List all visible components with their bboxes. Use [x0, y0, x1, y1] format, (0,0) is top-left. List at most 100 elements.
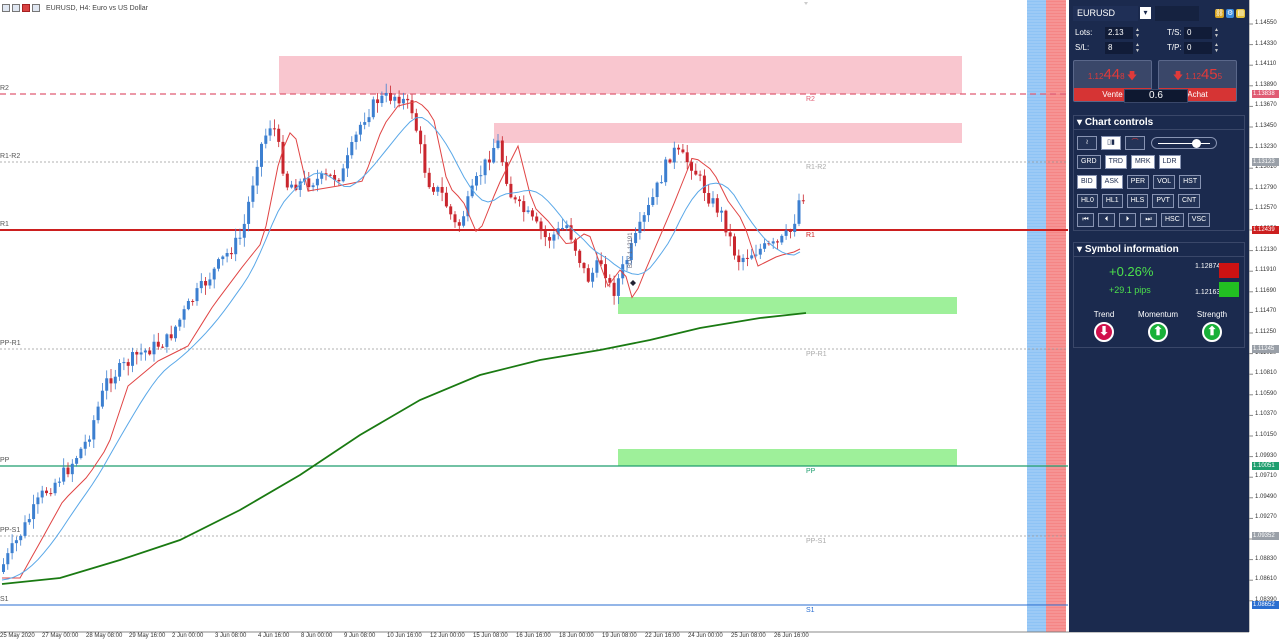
buy-price-prefix: 1.12 — [1185, 72, 1201, 81]
ts-input[interactable]: 0 — [1184, 26, 1212, 39]
candle-body — [195, 288, 199, 302]
candle-body — [561, 227, 564, 229]
trd-button[interactable]: TRD — [1104, 155, 1127, 169]
tp-input[interactable]: 0 — [1184, 41, 1212, 54]
candle-body — [776, 241, 779, 243]
ldr-button[interactable]: LDR — [1158, 155, 1181, 169]
per-button[interactable]: PER — [1126, 175, 1150, 189]
bid-button[interactable]: BID — [1077, 175, 1097, 189]
time-tick-label: 10 Jun 16:00 — [387, 633, 422, 639]
lots-stepper[interactable]: ▲ ▼ — [1135, 26, 1140, 39]
price-tick-label: 1.11250 — [1255, 329, 1277, 335]
price-tick-label: 1.13010 — [1255, 164, 1277, 171]
candle-body — [694, 170, 698, 175]
link-icon[interactable]: ⛓ — [1214, 8, 1224, 18]
hls-button[interactable]: HLS — [1126, 194, 1149, 208]
time-tick-label: 29 May 16:00 — [129, 633, 166, 639]
pvt-button[interactable]: PVT — [1152, 194, 1174, 208]
level-price-tag: 1.08652 — [1252, 601, 1279, 609]
candle-body — [629, 243, 633, 261]
grd-button[interactable]: GRD — [1077, 155, 1101, 169]
scroll-forward-button[interactable]: ⏵ — [1119, 213, 1136, 227]
line-chart-icon[interactable]: ≀ — [1077, 136, 1097, 150]
candle-body — [595, 260, 599, 273]
trade-marker-icon — [630, 280, 636, 286]
chart-trade-icon[interactable] — [22, 4, 30, 12]
time-tick-label: 9 Jun 08:00 — [344, 633, 376, 639]
zoom-slider[interactable] — [1151, 137, 1217, 149]
level-price-tag: 1.10051 — [1252, 462, 1279, 470]
tp-stepper[interactable]: ▲ ▼ — [1214, 41, 1219, 54]
candle-body — [642, 215, 646, 222]
level-price-tag: 1.12439 — [1252, 226, 1279, 234]
candle-body — [169, 334, 173, 339]
area-chart-icon[interactable]: ⌒ — [1125, 136, 1145, 150]
candle-body — [419, 130, 423, 145]
low-indicator — [1219, 282, 1239, 297]
level-label-right: S1 — [806, 607, 815, 614]
symbol-select[interactable]: EURUSD — [1073, 5, 1138, 21]
resistance-zone-upper — [279, 56, 962, 94]
scroll-back-button[interactable]: ⏴ — [1098, 213, 1115, 227]
chart-window-icon[interactable] — [32, 4, 40, 12]
chart-controls-header[interactable]: ▾ Chart controls — [1073, 115, 1245, 130]
candle-body — [393, 96, 397, 101]
folder-icon[interactable]: ▤ — [1236, 8, 1245, 18]
candle-body — [573, 239, 577, 251]
blue-stripe — [1027, 0, 1046, 632]
symbol-search-input[interactable] — [1155, 5, 1199, 21]
hst-button[interactable]: HST — [1179, 175, 1202, 189]
candle-body — [410, 100, 414, 114]
candle-body — [655, 182, 659, 198]
candle-body — [677, 147, 681, 150]
candle-body — [638, 221, 642, 233]
sl-input[interactable]: 8 — [1105, 41, 1133, 54]
candle-body — [737, 255, 741, 263]
candle-body — [436, 187, 440, 192]
cnt-button[interactable]: CNT — [1177, 194, 1201, 208]
level-label-right: PP-S1 — [806, 538, 827, 545]
lots-row: Lots: 2.13 ▲ ▼ — [1075, 26, 1141, 39]
candle-body — [741, 257, 745, 263]
candle-body — [513, 197, 517, 200]
mrk-button[interactable]: MRK — [1130, 155, 1155, 169]
trend-label: Trend — [1093, 310, 1115, 319]
candle-body — [483, 159, 487, 176]
time-tick-label: 3 Jun 08:00 — [215, 633, 247, 639]
chevron-down-icon[interactable]: ▾ — [1139, 7, 1152, 19]
ask-button[interactable]: ASK — [1100, 175, 1123, 189]
settings-icon[interactable]: ⚙ — [1225, 8, 1235, 18]
lots-input[interactable]: 2.13 — [1105, 26, 1133, 39]
candle-body — [251, 185, 255, 202]
scroll-end-button[interactable]: ⏭ — [1140, 213, 1157, 227]
time-tick-label: 25 Jun 08:00 — [731, 633, 766, 639]
vol-button[interactable]: VOL — [1153, 175, 1176, 189]
chart-grid-icon-2[interactable] — [12, 4, 20, 12]
candle-body — [604, 264, 607, 279]
candle-body — [333, 175, 337, 180]
chart-grid-icon[interactable] — [2, 4, 10, 12]
candle-body — [294, 184, 298, 190]
ts-stepper[interactable]: ▲ ▼ — [1214, 26, 1219, 39]
symbol-info-header[interactable]: ▾ Symbol information — [1073, 242, 1245, 257]
zoom-slider-knob[interactable] — [1192, 139, 1201, 148]
level-label-left: PP — [0, 457, 10, 464]
hsc-button[interactable]: HSC — [1161, 213, 1184, 227]
arrow-down-icon: 🡇 — [1126, 71, 1138, 82]
scroll-start-button[interactable]: ⏮ — [1077, 213, 1094, 227]
sl-stepper[interactable]: ▲ ▼ — [1135, 41, 1140, 54]
candle-body — [612, 282, 616, 296]
candle-body — [174, 326, 177, 339]
strength-up-arrow-icon: ⬆ — [1202, 322, 1222, 342]
hl0-button[interactable]: HL0 — [1077, 194, 1098, 208]
time-tick-label: 27 May 00:00 — [42, 633, 79, 639]
vsc-button[interactable]: VSC — [1187, 213, 1211, 227]
candle-chart-icon[interactable]: ▯▮ — [1101, 136, 1121, 150]
hl1-button[interactable]: HL1 — [1101, 194, 1123, 208]
candle-body — [324, 173, 328, 175]
candle-body — [724, 210, 728, 233]
level-price-tag: 1.13123 — [1252, 158, 1279, 166]
controls-row-4: HL0 HL1 HLS PVT CNT — [1077, 194, 1201, 208]
trend-down-arrow-icon: ⬇ — [1094, 322, 1114, 342]
